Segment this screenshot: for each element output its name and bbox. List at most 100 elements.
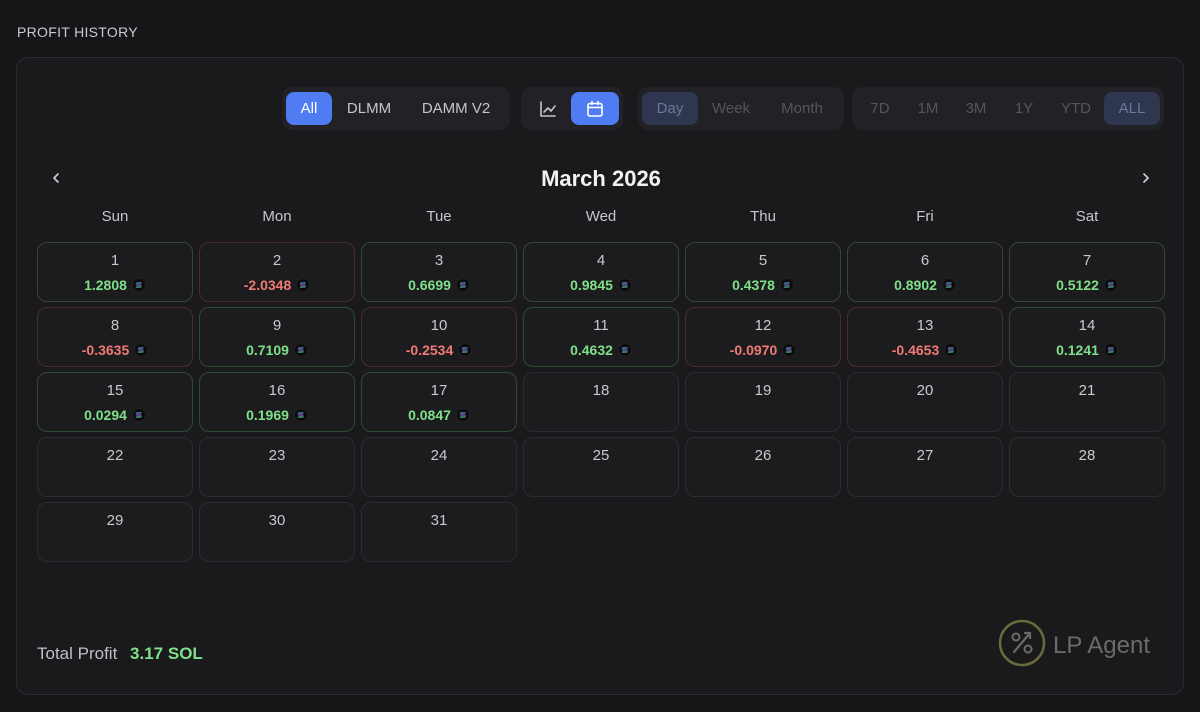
calendar-day-profit-value: 0.4632 xyxy=(570,342,613,358)
calendar-day-profit: 0.8902 xyxy=(848,277,1002,293)
granularity-day-button[interactable]: Day xyxy=(642,92,698,125)
range-1m-button[interactable]: 1M xyxy=(917,100,939,117)
range-all-button[interactable]: ALL xyxy=(1104,92,1160,125)
calendar-day-cell[interactable]: 16 0.1969 xyxy=(199,372,355,432)
filter-all-button[interactable]: All xyxy=(286,92,332,125)
calendar-day-number: 9 xyxy=(272,317,282,334)
calendar-day-cell[interactable]: 23 xyxy=(199,437,355,497)
calendar-day-profit-value: -0.0970 xyxy=(729,342,778,358)
calendar-day-cell[interactable]: 14 0.1241 xyxy=(1009,307,1165,367)
weekday-label: Mon xyxy=(262,208,292,225)
calendar-day-number: 29 xyxy=(106,512,124,529)
calendar-day-cell[interactable]: 30 xyxy=(199,502,355,562)
sol-token-icon xyxy=(1103,343,1118,357)
calendar-day-cell[interactable]: 3 0.6699 xyxy=(361,242,517,302)
filter-damm-v2-button[interactable]: DAMM V2 xyxy=(421,100,491,117)
range-7d-button[interactable]: 7D xyxy=(870,100,890,117)
calendar-day-profit-value: 0.0294 xyxy=(84,407,127,423)
calendar-day-cell[interactable]: 27 xyxy=(847,437,1003,497)
calendar-day-cell[interactable]: 15 0.0294 xyxy=(37,372,193,432)
calendar-day-profit: 0.1241 xyxy=(1010,342,1164,358)
calendar-day-profit: 0.5122 xyxy=(1010,277,1164,293)
calendar-day-cell[interactable]: 11 0.4632 xyxy=(523,307,679,367)
calendar-day-number: 25 xyxy=(592,447,610,464)
calendar-view-button[interactable] xyxy=(571,92,619,125)
calendar-day-profit-value: 0.5122 xyxy=(1056,277,1099,293)
calendar-day-cell[interactable]: 26 xyxy=(685,437,841,497)
calendar-day-number: 15 xyxy=(106,382,124,399)
weekday-label: Sun xyxy=(101,208,129,225)
sol-token-icon xyxy=(458,343,473,357)
total-profit-label: Total Profit xyxy=(37,644,118,663)
calendar-day-cell[interactable]: 8 -0.3635 xyxy=(37,307,193,367)
calendar-day-number: 28 xyxy=(1078,447,1096,464)
granularity-filter: Day Week Month xyxy=(638,87,844,130)
range-ytd-button[interactable]: YTD xyxy=(1061,100,1091,117)
calendar-day-number: 27 xyxy=(916,447,934,464)
calendar-day-number: 3 xyxy=(434,252,444,269)
granularity-month-button[interactable]: Month xyxy=(781,100,823,117)
calendar-day-cell[interactable]: 21 xyxy=(1009,372,1165,432)
calendar-day-number: 13 xyxy=(916,317,934,334)
calendar-day-profit-value: 0.0847 xyxy=(408,407,451,423)
calendar-day-number: 31 xyxy=(430,512,448,529)
calendar-day-profit: -0.3635 xyxy=(38,342,192,358)
calendar-day-number: 10 xyxy=(430,317,448,334)
protocol-filter: All DLMM DAMM V2 xyxy=(282,87,510,130)
calendar-day-cell[interactable]: 1 1.2808 xyxy=(37,242,193,302)
sol-token-icon xyxy=(131,278,146,292)
calendar-day-cell[interactable]: 12 -0.0970 xyxy=(685,307,841,367)
calendar-day-cell[interactable]: 9 0.7109 xyxy=(199,307,355,367)
calendar-day-number: 12 xyxy=(754,317,772,334)
sol-token-icon xyxy=(293,343,308,357)
calendar-day-number: 30 xyxy=(268,512,286,529)
filter-dlmm-button[interactable]: DLMM xyxy=(346,100,392,117)
calendar-day-cell[interactable]: 25 xyxy=(523,437,679,497)
calendar-day-number: 22 xyxy=(106,447,124,464)
calendar-grid: 1 1.2808 2 -2.0348 3 0.6699 4 0.9845 5 0.4378 6 0.8… xyxy=(37,242,1165,562)
sol-token-icon xyxy=(782,343,797,357)
section-title: PROFIT HISTORY xyxy=(17,24,138,40)
next-month-button[interactable] xyxy=(1134,168,1158,192)
calendar-day-cell[interactable]: 13 -0.4653 xyxy=(847,307,1003,367)
calendar-day-cell[interactable]: 29 xyxy=(37,502,193,562)
prev-month-button[interactable] xyxy=(44,168,68,192)
calendar-day-cell[interactable]: 22 xyxy=(37,437,193,497)
calendar-day-cell[interactable]: 19 xyxy=(685,372,841,432)
range-3m-button[interactable]: 3M xyxy=(965,100,987,117)
calendar-day-cell[interactable]: 18 xyxy=(523,372,679,432)
calendar-day-cell[interactable]: 2 -2.0348 xyxy=(199,242,355,302)
calendar-day-cell[interactable]: 6 0.8902 xyxy=(847,242,1003,302)
calendar-day-number: 4 xyxy=(596,252,606,269)
granularity-week-button[interactable]: Week xyxy=(711,100,751,117)
sol-token-icon xyxy=(293,408,308,422)
line-chart-icon xyxy=(539,100,557,118)
calendar-day-profit-value: 0.6699 xyxy=(408,277,451,293)
calendar-day-cell[interactable]: 7 0.5122 xyxy=(1009,242,1165,302)
calendar-day-profit: 0.9845 xyxy=(524,277,678,293)
calendar-day-profit-value: 0.8902 xyxy=(894,277,937,293)
weekday-label: Wed xyxy=(585,208,617,225)
calendar-day-number: 14 xyxy=(1078,317,1096,334)
calendar-day-number: 8 xyxy=(110,317,120,334)
calendar-day-cell[interactable]: 10 -0.2534 xyxy=(361,307,517,367)
range-1y-button[interactable]: 1Y xyxy=(1014,100,1034,117)
calendar-day-number: 17 xyxy=(430,382,448,399)
calendar-day-cell[interactable]: 20 xyxy=(847,372,1003,432)
calendar-day-cell[interactable]: 24 xyxy=(361,437,517,497)
calendar-day-profit: -0.0970 xyxy=(686,342,840,358)
calendar-day-cell[interactable]: 28 xyxy=(1009,437,1165,497)
calendar-day-cell[interactable]: 17 0.0847 xyxy=(361,372,517,432)
line-chart-view-button[interactable] xyxy=(525,92,571,125)
calendar-day-number: 5 xyxy=(758,252,768,269)
sol-token-icon xyxy=(1103,278,1118,292)
sol-token-icon xyxy=(779,278,794,292)
calendar-day-number: 6 xyxy=(920,252,930,269)
calendar-day-profit: 0.4632 xyxy=(524,342,678,358)
calendar-day-cell[interactable]: 4 0.9845 xyxy=(523,242,679,302)
calendar-day-cell[interactable]: 5 0.4378 xyxy=(685,242,841,302)
calendar-day-profit-value: -2.0348 xyxy=(243,277,292,293)
calendar-day-number: 7 xyxy=(1082,252,1092,269)
calendar-day-cell[interactable]: 31 xyxy=(361,502,517,562)
weekday-header: Sun Mon Tue Wed Thu Fri Sat xyxy=(37,208,1165,225)
